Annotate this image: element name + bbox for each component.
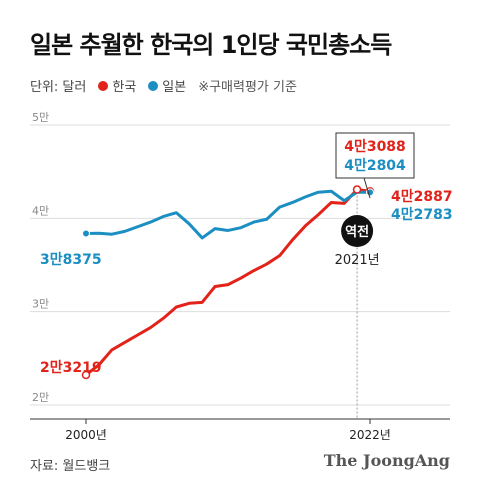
y-tick-label: 5만 [32, 111, 49, 124]
y-tick-label: 3만 [32, 298, 49, 311]
korea-2021-point [352, 185, 362, 194]
legend-item-korea: 한국 [98, 76, 136, 95]
y-tick-label: 4만 [32, 204, 49, 217]
japan-2021-label: 4만2804 [344, 158, 406, 174]
korea-start-label: 2만3219 [40, 360, 102, 376]
brand-logo: The JoongAng [323, 451, 450, 470]
x-tick-label: 2022년 [349, 428, 391, 442]
legend-label-japan: 일본 [162, 80, 187, 95]
crossover-badge-label: 역전 [345, 224, 369, 240]
legend-dot-japan [148, 80, 159, 91]
legend-item-japan: 일본 [148, 76, 186, 95]
korea-start-point [81, 370, 91, 380]
japan-series-line [84, 189, 372, 240]
callout-box [335, 132, 415, 179]
source-label: 자료: 월드뱅크 [30, 459, 111, 474]
korea-end-label: 4만2887 [391, 189, 453, 205]
legend: 단위: 달러 한국 일본 ※구매력평가 기준 [30, 76, 297, 95]
korea-series-line [84, 188, 372, 377]
chart-title: 일본 추월한 한국의 1인당 국민총소득 [30, 31, 392, 59]
korea-2021-label: 4만3088 [344, 139, 406, 155]
japan-end-label: 4만2783 [391, 207, 453, 223]
legend-note: ※구매력평가 기준 [198, 80, 297, 95]
legend-dot-korea [98, 80, 109, 91]
japan-start-label: 3만8375 [40, 252, 102, 268]
japan-start-point [82, 229, 90, 238]
legend-label-korea: 한국 [112, 80, 137, 95]
callout-pointer [363, 177, 371, 199]
crossover-year-label: 2021년 [335, 253, 380, 268]
x-tick-label: 2000년 [65, 428, 107, 442]
unit-label: 단위: 달러 [30, 80, 87, 95]
y-tick-label: 2만 [32, 391, 49, 404]
crossover-badge [341, 215, 374, 247]
